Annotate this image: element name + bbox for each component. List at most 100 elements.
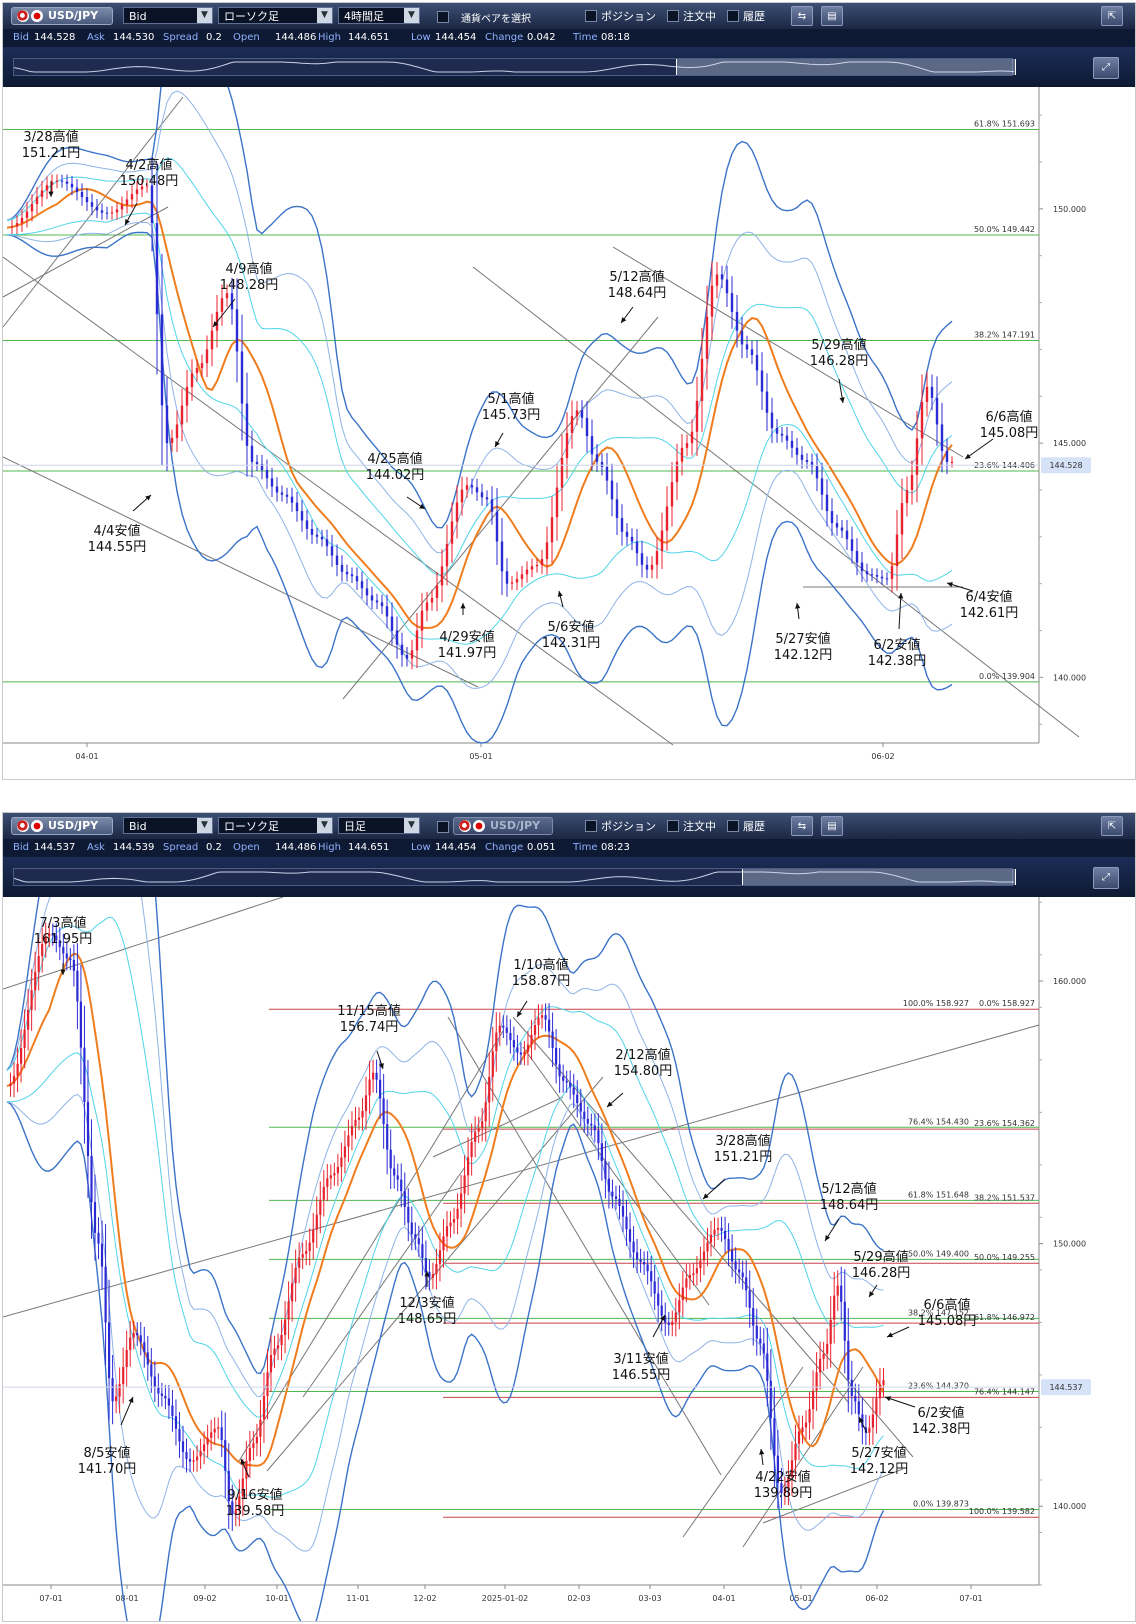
- candle-body: [470, 485, 474, 488]
- time-tick-label: 06-02: [871, 752, 894, 761]
- position-checkbox[interactable]: [585, 820, 597, 832]
- chart-settings-button[interactable]: ▤: [821, 6, 843, 26]
- quote-value-time: 08:23: [601, 842, 630, 853]
- candle-body: [783, 1488, 786, 1494]
- price-chart[interactable]: 140.000 145.000 150.000 04-01 05-01 06-02 61.8…: [3, 87, 1135, 779]
- fib-label: 61.8% 146.972: [974, 1313, 1035, 1322]
- annotation-arrow-head: [517, 1011, 523, 1017]
- order-checkbox[interactable]: [667, 820, 679, 832]
- candle-body: [498, 1025, 501, 1033]
- bollinger-band: [6, 90, 953, 554]
- chart-type-select[interactable]: ローソク足 ▼: [218, 817, 333, 834]
- candle-body: [910, 474, 914, 490]
- candle-body: [200, 363, 204, 369]
- candle-body: [10, 226, 14, 228]
- candle-body: [550, 517, 554, 543]
- candle-body: [523, 1051, 526, 1055]
- overview-track[interactable]: [13, 868, 1016, 886]
- annotation-arrow-head: [839, 397, 845, 403]
- toolbar: USD/JPY Bid ▼ ローソク足 ▼ 日足 ▼ USD/JPY ポジション 注文…: [3, 813, 1135, 839]
- candle-body: [618, 1198, 621, 1206]
- candle-body: [262, 1395, 266, 1420]
- annotation-date: 4/9高値: [226, 261, 273, 277]
- chart-type-select[interactable]: ローソク足 ▼: [218, 7, 333, 24]
- position-checkbox[interactable]: [585, 10, 597, 22]
- overview-window[interactable]: [742, 869, 1016, 885]
- candle-body: [265, 470, 269, 479]
- overview-track[interactable]: [13, 58, 1016, 76]
- collapse-icon[interactable]: ⇱: [1101, 816, 1123, 836]
- candle-body: [199, 1451, 202, 1457]
- annotation-arrow-head: [125, 219, 130, 225]
- candle-body: [565, 433, 569, 459]
- candle-body: [709, 1234, 713, 1243]
- pair-select-button[interactable]: USD/JPY: [453, 817, 553, 835]
- candle-body: [368, 1079, 371, 1096]
- price-type-select[interactable]: Bid ▼: [123, 7, 213, 24]
- candle-body: [485, 497, 489, 500]
- zoom-icon[interactable]: ⤢: [1093, 867, 1119, 889]
- candle-body: [132, 1332, 135, 1338]
- candle-body: [797, 1431, 801, 1444]
- annotation-price: 146.28円: [810, 354, 869, 369]
- time-tick-label: 03-03: [638, 1594, 661, 1603]
- candle-body: [785, 435, 789, 441]
- candle-body: [164, 1395, 167, 1399]
- candle-body: [495, 511, 499, 542]
- candle-body: [665, 506, 669, 531]
- chart-settings-button[interactable]: ▤: [821, 816, 843, 836]
- candle-body: [72, 960, 75, 971]
- annotation-arrow-head: [378, 1063, 384, 1069]
- candle-body: [655, 551, 659, 565]
- candle-body: [308, 1242, 311, 1252]
- zoom-icon[interactable]: ⤢: [1093, 57, 1119, 79]
- symbol-selector[interactable]: USD/JPY: [11, 817, 113, 835]
- history-checkbox[interactable]: [727, 10, 739, 22]
- price-chart[interactable]: 140.000 150.000 160.000 07-01 08-01 09-02 10-0…: [3, 897, 1135, 1621]
- annotation-arrow-head: [621, 317, 627, 323]
- candle-body: [380, 602, 384, 607]
- candle-body: [181, 1441, 185, 1452]
- overview-window[interactable]: [676, 59, 1016, 75]
- candle-body: [270, 478, 274, 487]
- chart-tool-button[interactable]: ⇆: [791, 6, 813, 26]
- candle-body: [664, 1315, 667, 1323]
- history-checkbox[interactable]: [727, 820, 739, 832]
- candle-body: [301, 1254, 304, 1258]
- price-type-select[interactable]: Bid ▼: [123, 817, 213, 834]
- timeframe-select[interactable]: 日足 ▼: [338, 817, 420, 834]
- candle-body: [291, 1283, 294, 1302]
- annotation-price: 145.08円: [918, 1314, 977, 1329]
- candle-body: [178, 1428, 181, 1442]
- candle-body: [565, 1080, 568, 1083]
- candle-body: [741, 1272, 744, 1278]
- candle-body: [597, 1130, 600, 1144]
- pair-select-checkbox[interactable]: [437, 821, 449, 833]
- candle-body: [55, 935, 58, 941]
- candle-body: [165, 405, 169, 444]
- candle-body: [950, 461, 954, 463]
- candle-body: [190, 373, 194, 387]
- trend-line: [3, 456, 479, 688]
- candle-body: [37, 956, 40, 972]
- candle-body: [375, 600, 379, 603]
- candle-body: [700, 358, 704, 401]
- chart-tool-button[interactable]: ⇆: [791, 816, 813, 836]
- symbol-selector[interactable]: USD/JPY: [11, 7, 113, 25]
- order-checkbox[interactable]: [667, 10, 679, 22]
- candle-body: [660, 530, 664, 552]
- candle-body: [590, 1123, 593, 1126]
- collapse-icon[interactable]: ⇱: [1101, 6, 1123, 26]
- candle-body: [405, 654, 409, 659]
- candle-body: [203, 1444, 206, 1451]
- us-flag-icon: [17, 820, 29, 832]
- candle-body: [735, 311, 739, 331]
- candle-body: [139, 1335, 142, 1343]
- pair-select-checkbox[interactable]: [437, 11, 449, 23]
- annotation-date: 4/25高値: [367, 451, 422, 467]
- candle-body: [150, 185, 154, 224]
- candle-body: [720, 274, 724, 280]
- annotation-price: 146.28円: [852, 1266, 911, 1281]
- timeframe-select[interactable]: 4時間足 ▼: [338, 7, 420, 24]
- candle-body: [519, 1052, 522, 1055]
